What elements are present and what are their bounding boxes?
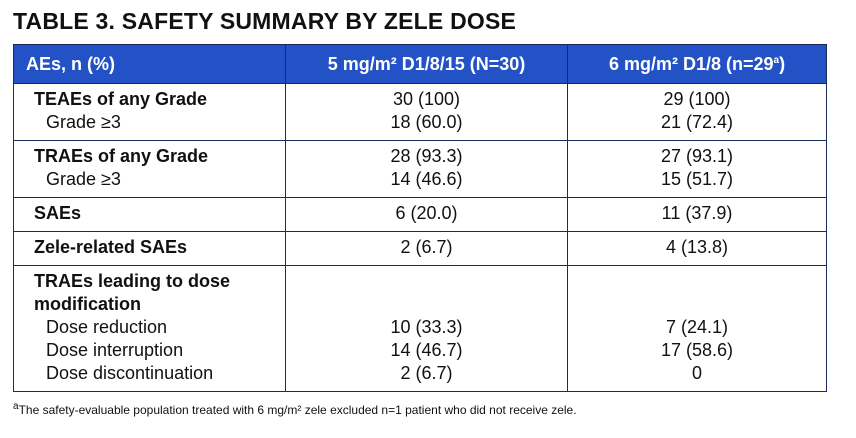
header-text: 6 mg/m² D1/8 (n=29	[608, 53, 774, 74]
value-cell: 10 (33.3) 14 (46.7) 2 (6.7)	[285, 265, 568, 392]
row-label: modification	[34, 294, 141, 314]
header-superscript: a	[773, 54, 780, 66]
group-row: SAEs 6 (20.0) 11 (37.9)	[13, 197, 827, 232]
value-cell: 30 (100) 18 (60.0)	[285, 83, 568, 141]
cell-value: 15 (51.7)	[660, 169, 734, 189]
cell-value: 2 (6.7)	[400, 363, 453, 383]
row-label: Grade ≥3	[46, 169, 121, 189]
cell-value: 14 (46.7)	[390, 340, 463, 360]
cell-value: 7 (24.1)	[665, 317, 729, 337]
value-cell: 6 (20.0)	[285, 197, 568, 232]
row-label: Zele-related SAEs	[34, 237, 188, 257]
cell-value: 18 (60.0)	[390, 112, 463, 132]
cell-value: 10 (33.3)	[390, 317, 463, 337]
header-text: AEs, n (%)	[26, 53, 116, 74]
cell-spacer	[568, 270, 826, 293]
label-cell: TRAEs of any Grade Grade ≥3	[13, 140, 286, 198]
column-header: 6 mg/m² D1/8 (n=29a)	[567, 44, 827, 84]
header-text: )	[779, 53, 786, 74]
footnote: aThe safety-evaluable population treated…	[13, 401, 577, 418]
cell-value: 21 (72.4)	[660, 112, 734, 132]
group-row: Zele-related SAEs 2 (6.7) 4 (13.8)	[13, 231, 827, 266]
row-label: Dose reduction	[46, 317, 168, 337]
cell-value: 29 (100)	[663, 89, 731, 109]
value-cell: 28 (93.3) 14 (46.6)	[285, 140, 568, 198]
row-label: Dose discontinuation	[46, 363, 214, 383]
row-label: TRAEs of any Grade	[34, 146, 209, 166]
value-cell: 11 (37.9)	[567, 197, 827, 232]
header-row: AEs, n (%) 5 mg/m² D1/8/15 (N=30) 6 mg/m² …	[13, 44, 827, 84]
cell-value: 28 (93.3)	[390, 146, 463, 166]
label-cell: SAEs	[13, 197, 286, 232]
cell-value: 27 (93.1)	[660, 146, 734, 166]
label-cell: TRAEs leading to dose modification Dose re…	[13, 265, 286, 392]
cell-spacer	[286, 293, 567, 316]
table-body: TEAEs of any Grade Grade ≥3 30 (100) 18 (60…	[13, 83, 827, 392]
column-header: 5 mg/m² D1/8/15 (N=30)	[285, 44, 568, 84]
row-label: TRAEs leading to dose	[34, 271, 231, 291]
row-label: SAEs	[34, 203, 82, 223]
group-row: TRAEs of any Grade Grade ≥3 28 (93.3) 14 (4…	[13, 140, 827, 198]
header-text: 5 mg/m² D1/8/15 (N=30)	[327, 53, 526, 74]
group-row: TEAEs of any Grade Grade ≥3 30 (100) 18 (60…	[13, 83, 827, 141]
cell-value: 4 (13.8)	[665, 237, 729, 257]
cell-value: 6 (20.0)	[395, 203, 458, 223]
footnote-marker: a	[13, 401, 19, 412]
table-title: TABLE 3. SAFETY SUMMARY BY ZELE DOSE	[13, 8, 517, 34]
cell-value: 2 (6.7)	[400, 237, 453, 257]
row-label: Dose interruption	[46, 340, 184, 360]
row-label: TEAEs of any Grade	[34, 89, 208, 109]
cell-value: 14 (46.6)	[390, 169, 463, 189]
safety-table: AEs, n (%) 5 mg/m² D1/8/15 (N=30) 6 mg/m² …	[13, 44, 827, 392]
cell-value: 17 (58.6)	[660, 340, 734, 360]
value-cell: 29 (100) 21 (72.4)	[567, 83, 827, 141]
cell-spacer	[286, 270, 567, 293]
column-header: AEs, n (%)	[13, 44, 286, 84]
label-cell: Zele-related SAEs	[13, 231, 286, 266]
cell-spacer	[568, 293, 826, 316]
footnote-text: The safety-evaluable population treated …	[18, 403, 577, 417]
value-cell: 2 (6.7)	[285, 231, 568, 266]
cell-value: 30 (100)	[392, 89, 461, 109]
cell-value: 0	[691, 363, 702, 383]
label-cell: TEAEs of any Grade Grade ≥3	[13, 83, 286, 141]
group-row: TRAEs leading to dose modification Dose re…	[13, 265, 827, 392]
value-cell: 7 (24.1) 17 (58.6) 0	[567, 265, 827, 392]
value-cell: 27 (93.1) 15 (51.7)	[567, 140, 827, 198]
cell-value: 11 (37.9)	[661, 203, 733, 223]
value-cell: 4 (13.8)	[567, 231, 827, 266]
row-label: Grade ≥3	[46, 112, 121, 132]
